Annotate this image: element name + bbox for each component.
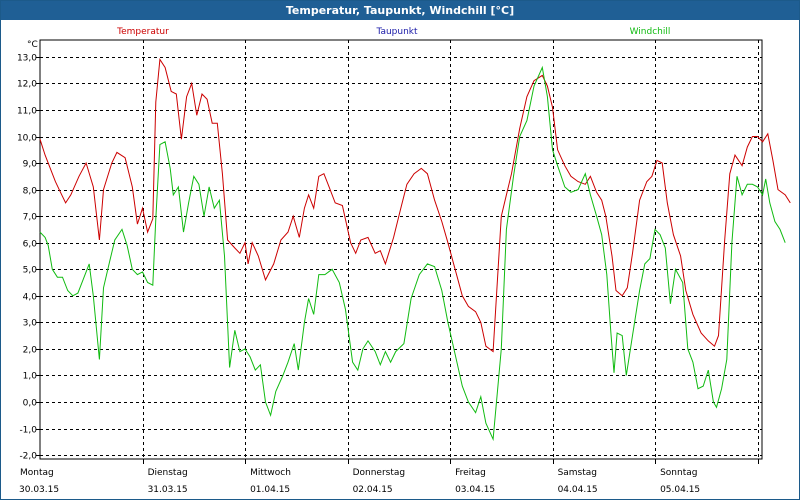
y-axis-ticks: 13,0 12,0 11,0 10,0 9,0 8,0 7,0 6,0 5,0 4,0 3,0 2,0… <box>17 54 40 462</box>
x-axis-ticks: Montag 30.03.15 Dienstag 31.03.15 Mittwoch 01… <box>19 459 759 495</box>
legend-temperatur: Temperatur <box>116 27 169 37</box>
y-tick-label: 5,0 <box>23 266 38 276</box>
x-tick-date: 30.03.15 <box>19 485 59 495</box>
y-tick-label: 8,0 <box>23 187 38 197</box>
x-tick-date: 02.04.15 <box>353 485 393 495</box>
x-tick-day: Sonntag <box>660 468 697 478</box>
y-tick-label: -1,0 <box>19 426 37 436</box>
x-tick-day: Dienstag <box>148 468 188 478</box>
x-tick-date: 04.04.15 <box>558 485 598 495</box>
chart-series <box>39 58 791 442</box>
x-tick-day: Mittwoch <box>250 468 291 478</box>
y-tick-label: 9,0 <box>23 160 38 170</box>
x-tick-date: 01.04.15 <box>250 485 290 495</box>
y-tick-label: 4,0 <box>23 293 38 303</box>
legend-windchill: Windchill <box>630 27 671 37</box>
series-line-windchill <box>39 65 786 442</box>
legend-taupunkt: Taupunkt <box>375 27 418 37</box>
plot-frame <box>39 39 763 460</box>
chart-legend: Temperatur Taupunkt Windchill <box>116 27 670 37</box>
y-tick-label: 2,0 <box>23 346 38 356</box>
y-tick-label: 0,0 <box>23 399 38 409</box>
x-tick-date: 03.04.15 <box>455 485 495 495</box>
y-tick-label: -2,0 <box>19 452 37 462</box>
y-tick-label: 13,0 <box>17 54 37 64</box>
y-tick-label: 3,0 <box>23 319 38 329</box>
x-tick-day: Samstag <box>558 468 597 478</box>
y-tick-label: 11,0 <box>17 107 37 117</box>
x-tick-day: Montag <box>20 468 54 478</box>
series-line-temperatur <box>39 58 791 353</box>
chart-title: Temperatur, Taupunkt, Windchill [°C] <box>1 1 799 20</box>
y-tick-label: 7,0 <box>23 213 38 223</box>
y-tick-label: 12,0 <box>17 80 37 90</box>
y-tick-label: 1,0 <box>23 372 38 382</box>
chart-grid <box>39 39 763 460</box>
x-tick-date: 31.03.15 <box>148 485 188 495</box>
x-tick-day: Donnerstag <box>353 468 406 478</box>
y-axis-unit: °C <box>27 40 38 50</box>
x-tick-day: Freitag <box>455 468 486 478</box>
y-tick-label: 6,0 <box>23 240 38 250</box>
y-tick-label: 10,0 <box>17 134 37 144</box>
x-tick-date: 05.04.15 <box>660 485 700 495</box>
